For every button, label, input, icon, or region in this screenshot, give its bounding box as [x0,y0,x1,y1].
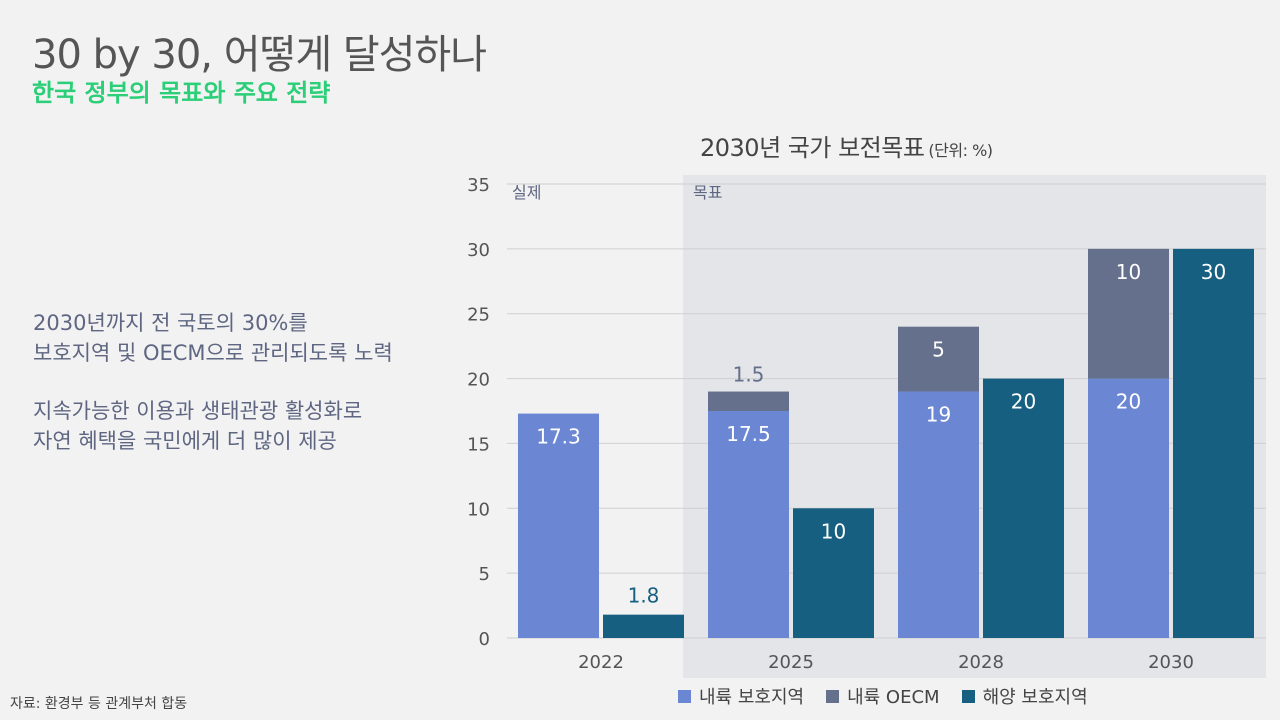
bar-value-label: 1.5 [733,363,765,387]
chart-title: 2030년 국가 보전목표 (단위: %) [700,128,993,163]
bar-marine-protected [603,614,684,638]
page-subtitle: 한국 정부의 목표와 주요 전략 [32,79,331,107]
chart-legend: 내륙 보호지역 내륙 OECM 해양 보호지역 [678,683,1088,709]
x-tick-label: 2025 [768,652,814,673]
bar-value-label: 10 [1116,260,1141,284]
description-line: 자연 혜택을 국민에게 더 많이 제공 [33,429,337,453]
legend-item-marine-protected: 해양 보호지역 [961,683,1088,709]
bar-value-label: 1.8 [628,584,660,608]
y-tick-label: 30 [467,240,490,261]
description-paragraph-2: 지속가능한 이용과 생태관광 활성화로 자연 혜택을 국민에게 더 많이 제공 [33,396,362,456]
bar-marine-protected [983,378,1064,638]
bar-value-label: 10 [821,519,846,543]
bar-land-protected [898,391,979,638]
y-tick-label: 20 [467,370,490,391]
bar-value-label: 20 [1011,390,1036,414]
legend-label: 해양 보호지역 [982,687,1088,708]
bar-value-label: 5 [932,338,945,362]
legend-swatch [826,689,840,703]
description-line: 보호지역 및 OECM으로 관리되도록 노력 [33,341,393,365]
y-tick-label: 35 [467,175,490,196]
x-tick-label: 2022 [578,652,624,673]
bar-land-oecm [1088,248,1169,379]
legend-swatch [678,689,691,703]
bar-land-protected [708,411,789,638]
chart-unit-label: (단위: %) [928,141,993,160]
y-tick-label: 5 [479,564,490,585]
region-label-target: 목표 [693,183,722,202]
bar-land-oecm [898,326,979,392]
y-tick-label: 25 [467,305,490,326]
legend-item-land-protected: 내륙 보호지역 [678,683,804,709]
bar-marine-protected [1173,248,1254,638]
x-tick-label: 2030 [1148,652,1194,673]
bar-value-label: 20 [1116,390,1141,414]
bar-value-label: 19 [926,403,951,427]
y-tick-label: 10 [467,499,490,520]
y-tick-label: 0 [479,629,490,650]
bar-land-protected [518,413,599,638]
bar-value-label: 17.3 [536,425,581,449]
bar-land-protected [1088,378,1169,638]
description-line: 2030년까지 전 국토의 30%를 [33,311,308,335]
bar-value-label: 17.5 [726,422,771,446]
legend-swatch [961,689,975,703]
source-note: 자료: 환경부 등 관계부처 합동 [10,696,188,712]
bar-value-label: 30 [1201,260,1226,284]
bar-marine-protected [793,508,874,638]
x-tick-label: 2028 [958,652,1004,673]
chart-title-text: 2030년 국가 보전목표 [700,134,925,162]
description-paragraph-1: 2030년까지 전 국토의 30%를 보호지역 및 OECM으로 관리되도록 노… [33,308,393,368]
legend-label: 내륙 OECM [847,687,940,708]
legend-item-land-oecm: 내륙 OECM [826,683,940,709]
page-title: 30 by 30, 어떻게 달성하나 [32,32,487,78]
y-tick-label: 15 [467,434,490,455]
region-label-actual: 실제 [512,183,541,202]
bar-land-oecm [708,391,789,411]
legend-label: 내륙 보호지역 [699,687,805,708]
description-line: 지속가능한 이용과 생태관광 활성화로 [33,399,363,423]
